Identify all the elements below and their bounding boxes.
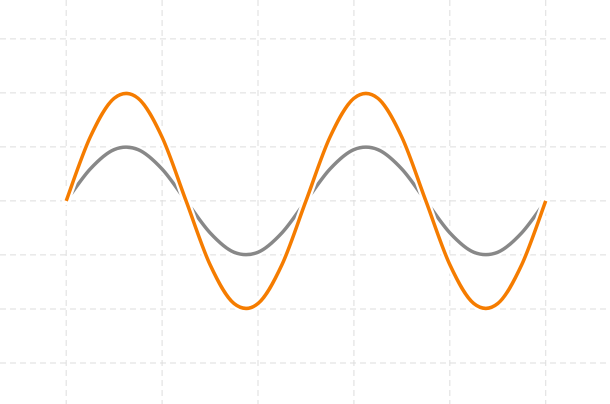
line — [64, 91, 548, 311]
